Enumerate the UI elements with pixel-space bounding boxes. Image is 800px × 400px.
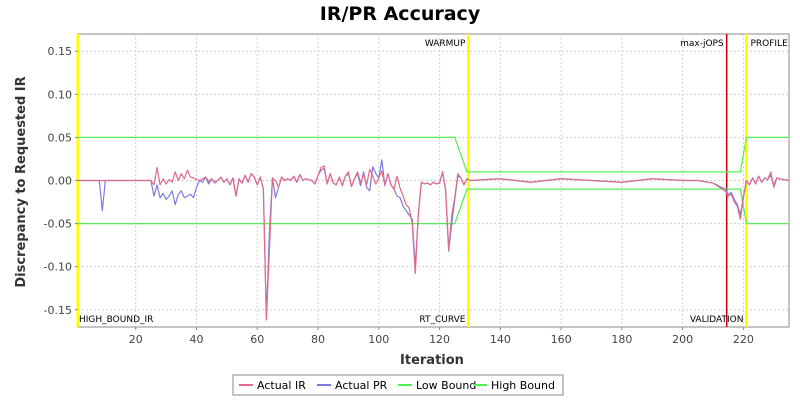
y-tick-label: 0.00 xyxy=(48,175,73,188)
x-tick-label: 100 xyxy=(368,333,389,346)
y-tick-label: 0.15 xyxy=(48,45,73,58)
x-tick-label: 120 xyxy=(429,333,450,346)
x-tick-label: 160 xyxy=(551,333,572,346)
y-axis-label: Discrepancy to Requested IR xyxy=(14,76,29,287)
x-tick-label: 80 xyxy=(311,333,325,346)
y-tick-label: 0.05 xyxy=(48,131,73,144)
y-tick-label: -0.10 xyxy=(44,261,72,274)
x-tick-label: 20 xyxy=(129,333,143,346)
marker-label: max-jOPS xyxy=(680,39,724,49)
x-tick-label: 220 xyxy=(733,333,754,346)
legend-label: Low Bound xyxy=(416,379,476,392)
chart-title: IR/PR Accuracy xyxy=(320,3,481,25)
series-line-high-bound xyxy=(78,136,789,173)
x-tick-label: 180 xyxy=(611,333,632,346)
legend-label: Actual IR xyxy=(257,379,306,392)
y-tick-label: 0.10 xyxy=(48,88,73,101)
x-tick-label: 40 xyxy=(190,333,204,346)
x-tick-label: 60 xyxy=(250,333,264,346)
marker-label: HIGH_BOUND_IR xyxy=(79,315,153,325)
marker-label: RT_CURVE xyxy=(419,315,465,325)
y-tick-label: -0.15 xyxy=(44,304,72,317)
legend-label: Actual PR xyxy=(335,379,388,392)
series-line-actual-ir xyxy=(78,165,790,321)
x-tick-label: 200 xyxy=(672,333,693,346)
marker-label: WARMUP xyxy=(425,39,466,49)
marker-label: VALIDATION xyxy=(690,315,744,325)
x-tick-label: 140 xyxy=(490,333,511,346)
legend: Actual IR Actual PR Low Bound High Bound xyxy=(232,374,564,396)
legend-label: High Bound xyxy=(491,379,555,392)
y-tick-label: -0.05 xyxy=(44,218,72,231)
marker-label: PROFILE xyxy=(750,39,788,49)
x-axis-label: Iteration xyxy=(400,353,464,368)
